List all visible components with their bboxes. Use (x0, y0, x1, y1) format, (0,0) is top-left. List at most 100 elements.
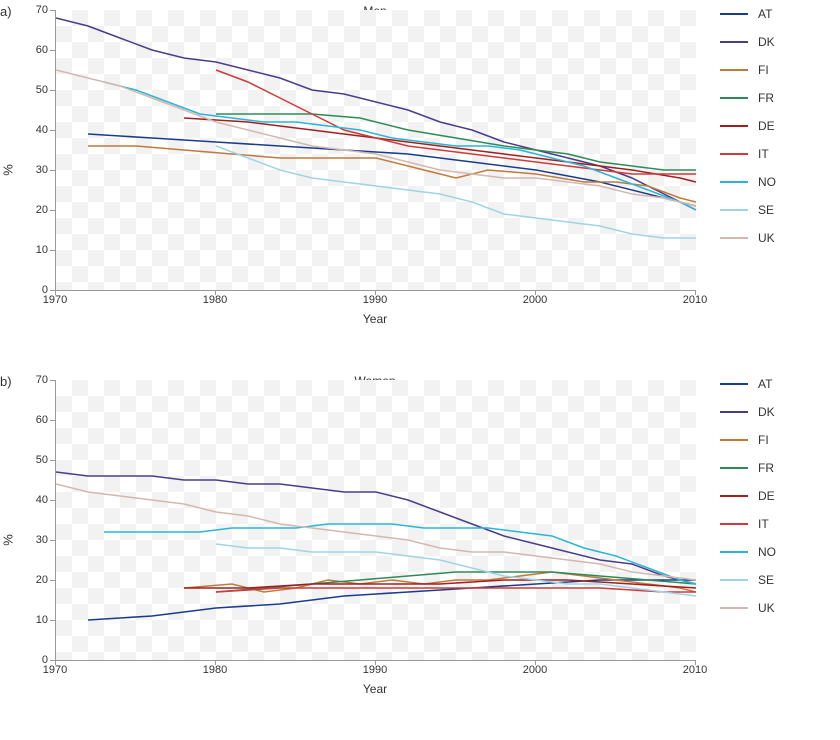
legend-item-fr: FR (720, 454, 830, 482)
legend-item-de: DE (720, 482, 830, 510)
legend-label: SE (758, 203, 774, 217)
ytick-mark (50, 250, 55, 251)
legend-label: FR (758, 91, 774, 105)
legend-item-dk: DK (720, 398, 830, 426)
legend-swatch (720, 439, 748, 441)
xtick-mark (535, 290, 536, 295)
xtick-mark (55, 290, 56, 295)
legend-label: UK (758, 601, 775, 615)
xtick-label: 2010 (683, 294, 707, 306)
legend-label: DK (758, 405, 775, 419)
ytick-mark (50, 460, 55, 461)
panel-label-a: a) (0, 4, 12, 19)
legend-label: NO (758, 175, 776, 189)
legend-swatch (720, 125, 748, 127)
legend-label: NO (758, 545, 776, 559)
ytick-label: 60 (36, 414, 48, 426)
legend-item-at: AT (720, 370, 830, 398)
legend-label: FI (758, 433, 769, 447)
ytick-label: 50 (36, 454, 48, 466)
legend-swatch (720, 607, 748, 609)
ytick-label: 70 (36, 374, 48, 386)
xtick-label: 2000 (523, 664, 547, 676)
ytick-mark (50, 420, 55, 421)
legend-swatch (720, 153, 748, 155)
xtick-mark (215, 290, 216, 295)
legend-label: DK (758, 35, 775, 49)
legend-swatch (720, 467, 748, 469)
xtick-mark (695, 290, 696, 295)
legend-label: DE (758, 119, 775, 133)
legend-swatch (720, 411, 748, 413)
legend-item-no: NO (720, 538, 830, 566)
ytick-label: 60 (36, 44, 48, 56)
ytick-label: 40 (36, 124, 48, 136)
legend-b: AT DK FI FR DE IT NO SE UK (720, 370, 830, 622)
xtick-mark (55, 660, 56, 665)
xtick-label: 1980 (203, 664, 227, 676)
legend-label: IT (758, 517, 769, 531)
legend-label: IT (758, 147, 769, 161)
legend-item-se: SE (720, 196, 830, 224)
xtick-label: 1970 (43, 664, 67, 676)
ytick-mark (50, 130, 55, 131)
xtick-label: 1990 (363, 294, 387, 306)
xtick-label: 2010 (683, 664, 707, 676)
legend-swatch (720, 237, 748, 239)
xtick-label: 1970 (43, 294, 67, 306)
plot-area-b (55, 380, 696, 661)
xtick-mark (375, 290, 376, 295)
xtick-label: 1980 (203, 294, 227, 306)
legend-swatch (720, 579, 748, 581)
legend-item-no: NO (720, 168, 830, 196)
legend-item-fi: FI (720, 426, 830, 454)
panel-men: a) Men % 010203040506070 197019801990200… (0, 0, 840, 340)
xlabel-a: Year (55, 312, 695, 326)
xtick-label: 1990 (363, 664, 387, 676)
ytick-mark (50, 500, 55, 501)
panel-women: b) Women % 010203040506070 1970198019902… (0, 370, 840, 710)
legend-item-at: AT (720, 0, 830, 28)
ytick-mark (50, 210, 55, 211)
legend-swatch (720, 181, 748, 183)
ytick-mark (50, 90, 55, 91)
ytick-label: 20 (36, 574, 48, 586)
xtick-mark (535, 660, 536, 665)
legend-swatch (720, 209, 748, 211)
legend-swatch (720, 383, 748, 385)
legend-item-uk: UK (720, 594, 830, 622)
legend-swatch (720, 551, 748, 553)
legend-item-uk: UK (720, 224, 830, 252)
legend-item-it: IT (720, 510, 830, 538)
legend-item-fr: FR (720, 84, 830, 112)
ytick-mark (50, 10, 55, 11)
ytick-label: 10 (36, 244, 48, 256)
legend-label: AT (758, 377, 772, 391)
ytick-label: 70 (36, 4, 48, 16)
legend-swatch (720, 523, 748, 525)
xtick-mark (695, 660, 696, 665)
ytick-mark (50, 580, 55, 581)
legend-swatch (720, 97, 748, 99)
ytick-label: 30 (36, 164, 48, 176)
legend-label: FI (758, 63, 769, 77)
legend-label: SE (758, 573, 774, 587)
ytick-label: 30 (36, 534, 48, 546)
ylabel-b: % (1, 534, 16, 546)
legend-label: AT (758, 7, 772, 21)
legend-item-it: IT (720, 140, 830, 168)
ytick-mark (50, 620, 55, 621)
plot-area-a (55, 10, 696, 291)
ytick-label: 50 (36, 84, 48, 96)
legend-swatch (720, 495, 748, 497)
legend-label: UK (758, 231, 775, 245)
legend-item-dk: DK (720, 28, 830, 56)
ytick-label: 20 (36, 204, 48, 216)
xlabel-b: Year (55, 682, 695, 696)
legend-label: FR (758, 461, 774, 475)
legend-item-se: SE (720, 566, 830, 594)
legend-swatch (720, 69, 748, 71)
ylabel-a: % (1, 164, 16, 176)
panel-label-b: b) (0, 374, 12, 389)
xtick-mark (215, 660, 216, 665)
